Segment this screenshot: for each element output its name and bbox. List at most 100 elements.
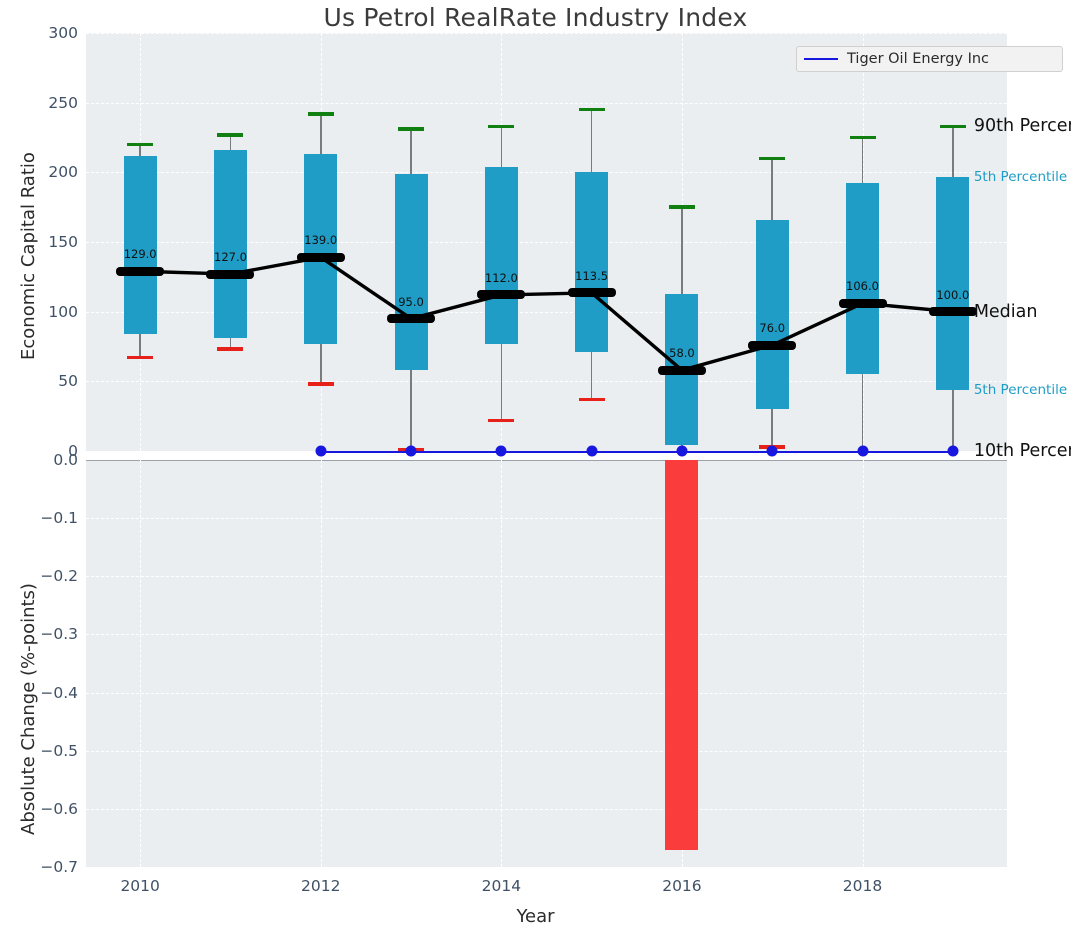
x-tick: 2018 — [842, 877, 883, 895]
top-y-axis-label: Economic Capital Ratio — [18, 152, 39, 360]
median-value-label: 139.0 — [304, 233, 338, 248]
tiger-oil-energy-point[interactable] — [857, 445, 869, 457]
median-value-label: 58.0 — [669, 346, 695, 361]
median-marker — [296, 252, 345, 262]
median-marker — [567, 288, 616, 298]
percentile-box — [123, 155, 157, 334]
percentile-box — [846, 183, 880, 375]
bottom-y-tick: 0.0 — [53, 451, 78, 469]
median-value-label: 127.0 — [214, 250, 247, 265]
percentile-box — [484, 166, 518, 344]
gridline-horizontal — [86, 172, 1007, 174]
annotation-p90: 90th Percentile — [973, 116, 1071, 137]
bottom-y-tick: −0.3 — [40, 625, 78, 644]
x-tick: 2010 — [120, 877, 160, 895]
percentile-box — [394, 173, 428, 371]
percentile-box — [936, 176, 970, 390]
gridline-horizontal — [86, 242, 1007, 243]
median-marker — [477, 290, 526, 300]
whisker-cap-high — [668, 205, 695, 209]
gridline-horizontal — [86, 33, 1007, 34]
top-y-tick: 100 — [48, 302, 78, 321]
bottom-y-tick: −0.2 — [40, 567, 78, 586]
gridline-horizontal — [86, 576, 1007, 578]
gridline-vertical — [140, 460, 142, 867]
median-value-label: 129.0 — [123, 247, 157, 262]
percentile-box — [213, 150, 247, 339]
whisker-cap-high — [127, 142, 154, 147]
legend[interactable]: Tiger Oil Energy Inc — [796, 46, 1063, 72]
tiger-oil-energy-point[interactable] — [586, 445, 598, 457]
whisker-cap-low — [127, 355, 154, 360]
median-connector-line — [140, 255, 953, 373]
whisker-cap-high — [307, 112, 334, 116]
whisker-cap-high — [488, 124, 515, 129]
percentile-box — [575, 172, 609, 353]
gridline-horizontal — [86, 518, 1007, 520]
tiger-oil-energy-point[interactable] — [405, 445, 417, 457]
top-y-tick: 300 — [48, 24, 78, 42]
annotation-p10: 10th Percentile — [973, 441, 1071, 461]
percentile-box — [304, 154, 338, 344]
whisker-cap-high — [217, 132, 244, 137]
whisker-cap-high — [849, 135, 876, 140]
whisker-cap-low — [488, 418, 515, 423]
median-value-label: 100.0 — [936, 287, 970, 302]
whisker-cap-high — [578, 107, 605, 112]
gridline-horizontal — [86, 692, 1007, 694]
x-axis-label: Year — [516, 906, 555, 927]
x-tick: 2012 — [301, 877, 341, 895]
tiger-oil-energy-point[interactable] — [766, 445, 778, 457]
median-value-label: 76.0 — [759, 321, 786, 336]
tiger-oil-energy-line — [320, 451, 953, 453]
median-marker — [928, 307, 977, 317]
whisker-cap-high — [939, 124, 966, 129]
zero-line — [86, 460, 1007, 461]
chart-title: Us Petrol RealRate Industry Index — [323, 3, 748, 32]
top-plot-area: 129.0 127.0 139.0 95.0 112.0 113.5 58.0 76.0 106… — [86, 33, 1007, 457]
gridline-vertical — [501, 460, 503, 867]
gridline-horizontal — [86, 102, 1007, 104]
top-y-tick: 200 — [48, 163, 78, 182]
whisker-cap-low — [578, 397, 605, 402]
median-value-label: 95.0 — [398, 294, 424, 309]
gridline-vertical — [862, 460, 864, 867]
top-y-tick: 50 — [58, 372, 78, 391]
annotation-p65-upper: 5th Percentile — [973, 168, 1068, 185]
gridline-horizontal — [86, 867, 1007, 868]
tiger-oil-energy-point[interactable] — [315, 445, 327, 457]
bottom-y-tick: −0.4 — [40, 683, 78, 702]
gridline-horizontal — [86, 634, 1007, 636]
tiger-oil-energy-point[interactable] — [495, 445, 507, 457]
median-marker — [206, 269, 255, 279]
bottom-y-tick: −0.6 — [40, 799, 78, 818]
legend-line-swatch — [804, 58, 838, 60]
whisker-cap-low — [307, 382, 334, 386]
top-y-tick: 250 — [48, 93, 78, 112]
median-marker — [838, 298, 887, 308]
x-tick: 2014 — [481, 877, 522, 895]
tiger-oil-energy-point[interactable] — [947, 445, 959, 457]
median-value-label: 113.5 — [575, 268, 609, 283]
gridline-vertical — [320, 460, 322, 867]
top-y-tick: 150 — [48, 233, 78, 251]
gridline-horizontal — [86, 750, 1007, 752]
absolute-change-bar — [665, 460, 699, 850]
whisker-cap-high — [398, 127, 425, 131]
median-marker — [748, 340, 797, 350]
legend-label: Tiger Oil Energy Inc — [847, 51, 990, 67]
bottom-y-tick: −0.1 — [40, 509, 78, 528]
whisker-cap-low — [217, 347, 244, 352]
whisker-cap-high — [759, 156, 786, 161]
gridline-horizontal — [86, 311, 1007, 313]
bottom-y-tick: −0.5 — [40, 741, 78, 760]
annotation-p65-lower: 5th Percentile — [973, 381, 1068, 398]
gridline-horizontal — [86, 808, 1007, 810]
median-marker — [387, 314, 436, 324]
median-marker — [657, 365, 706, 375]
tiger-oil-energy-point[interactable] — [676, 445, 688, 457]
bottom-y-tick: −0.7 — [40, 858, 78, 876]
x-tick: 2016 — [662, 877, 702, 895]
gridline-horizontal — [86, 381, 1007, 383]
